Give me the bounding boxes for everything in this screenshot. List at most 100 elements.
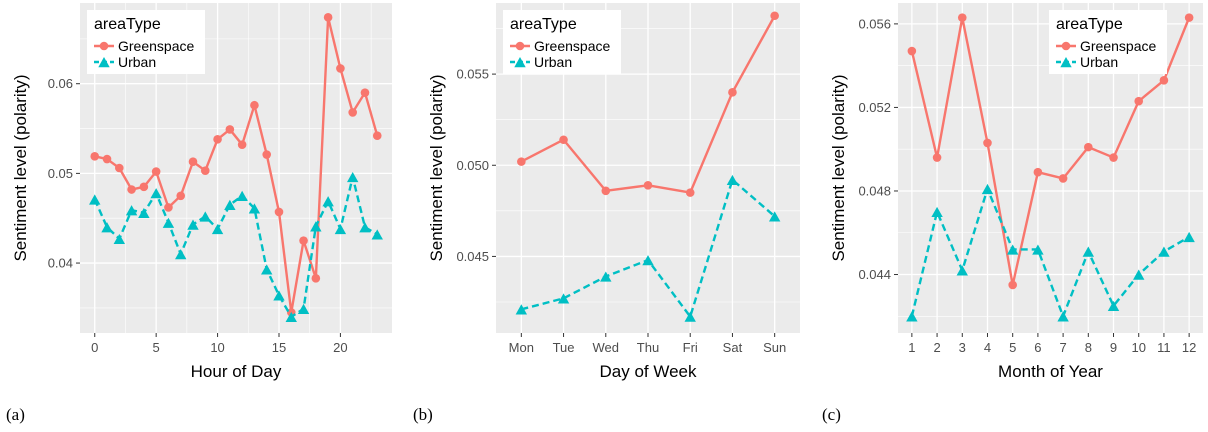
data-point — [336, 64, 345, 73]
legend-label: Urban — [534, 54, 572, 70]
legend-key-marker — [1060, 57, 1072, 68]
data-point — [371, 229, 383, 240]
y-tick-label: 0.050 — [456, 158, 489, 173]
data-point — [261, 264, 273, 275]
x-tick-label: 0 — [91, 340, 98, 355]
x-tick-label: 12 — [1182, 340, 1196, 355]
data-point — [1006, 244, 1019, 255]
data-point — [360, 88, 370, 97]
legend-key-marker — [1061, 41, 1071, 51]
data-point — [1058, 174, 1068, 183]
data-point — [299, 236, 308, 245]
data-point — [1032, 244, 1044, 255]
data-point — [372, 131, 382, 141]
data-point — [250, 100, 259, 110]
data-point — [1158, 246, 1170, 257]
y-axis-title: Sentiment level (polarity) — [829, 74, 848, 261]
x-tick-label: 11 — [1157, 340, 1171, 355]
y-tick-label: 0.052 — [858, 100, 891, 115]
series-urban — [515, 174, 781, 322]
x-tick-label: 2 — [933, 340, 940, 355]
data-point — [211, 223, 224, 235]
data-point — [957, 13, 967, 22]
x-tick-label: 8 — [1085, 340, 1092, 355]
y-tick-label: 0.05 — [48, 166, 73, 181]
data-point — [323, 13, 333, 22]
data-point — [600, 271, 612, 282]
data-point — [262, 150, 272, 159]
data-point — [164, 203, 173, 212]
legend-title: areaType — [1056, 16, 1123, 33]
x-tick-label: 6 — [1034, 340, 1041, 355]
data-point — [1084, 142, 1093, 152]
data-point — [310, 221, 322, 232]
data-point — [125, 205, 138, 216]
legend-label: Greenspace — [534, 38, 610, 54]
data-point — [138, 207, 150, 219]
chart-panel-2: 0.045 0.050 0.055 Mon Tue Wed Thu Fri Sat Sun Day … — [413, 3, 800, 424]
data-point — [956, 265, 968, 276]
data-point — [188, 157, 198, 167]
data-point — [90, 152, 100, 161]
data-point — [906, 311, 918, 322]
legend-title: areaType — [510, 16, 577, 33]
x-tick-label: Sun — [763, 340, 786, 355]
data-point — [139, 182, 149, 192]
x-axis-title: Day of Week — [599, 362, 697, 381]
x-tick-label: 5 — [1009, 340, 1016, 355]
data-point — [1008, 280, 1017, 290]
data-point — [1159, 75, 1169, 85]
data-point — [334, 223, 347, 235]
data-point — [770, 11, 779, 21]
data-point — [983, 138, 992, 148]
x-tick-label: 10 — [1131, 340, 1145, 355]
data-point — [1109, 153, 1118, 162]
data-point — [1082, 246, 1095, 257]
data-point — [728, 88, 737, 97]
x-tick-label: Tue — [553, 340, 575, 355]
y-axis-title: Sentiment level (polarity) — [427, 74, 446, 261]
data-point — [175, 249, 187, 260]
data-point — [273, 290, 285, 301]
data-point — [1184, 13, 1194, 22]
data-point — [557, 293, 570, 304]
legend-key-marker — [515, 41, 525, 51]
data-point — [932, 153, 942, 162]
x-tick-label: Wed — [593, 340, 620, 355]
x-tick-label: 7 — [1059, 340, 1066, 355]
data-point — [225, 125, 235, 134]
series-greenspace — [517, 11, 779, 197]
x-tick-label: 4 — [984, 340, 991, 355]
data-point — [931, 206, 943, 218]
legend-label: Greenspace — [118, 38, 194, 54]
data-point — [1107, 300, 1120, 312]
x-tick-label: 1 — [908, 340, 915, 355]
data-point — [199, 211, 211, 222]
x-tick-label: 15 — [272, 340, 286, 355]
legend-title: areaType — [94, 16, 161, 33]
chart-panel-1: 0.04 0.05 0.06 0 5 10 15 20 Hour of Day Sentiment… — [6, 3, 392, 424]
data-point — [113, 233, 126, 245]
data-point — [285, 311, 297, 323]
data-point — [162, 217, 175, 228]
series-greenspace — [90, 13, 382, 317]
data-point — [213, 135, 222, 144]
y-tick-label: 0.044 — [858, 267, 891, 282]
x-axis-title: Month of Year — [998, 362, 1103, 381]
data-point — [601, 186, 611, 196]
data-point — [237, 140, 247, 149]
y-tick-label: 0.055 — [456, 67, 489, 82]
x-axis-title: Hour of Day — [191, 362, 282, 381]
data-point — [187, 219, 199, 230]
data-point — [101, 222, 113, 233]
data-point — [1183, 231, 1195, 243]
y-tick-label: 0.048 — [858, 183, 891, 198]
panel-label: (a) — [6, 405, 25, 424]
series-line — [910, 16, 1191, 287]
data-point — [348, 108, 357, 117]
data-point — [684, 311, 696, 322]
y-tick-label: 0.06 — [48, 76, 73, 91]
